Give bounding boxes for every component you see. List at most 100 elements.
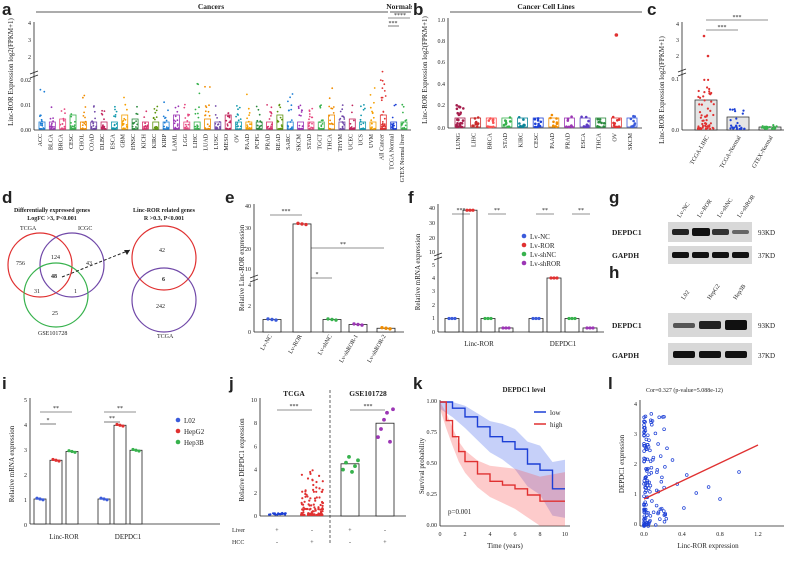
panel-a-point bbox=[101, 127, 104, 129]
panel-i-point bbox=[35, 496, 39, 500]
panel-c-ylabel: Linc-ROR Expression log2(FPKM+1) bbox=[658, 35, 666, 143]
panel-a-xtick: PCPG bbox=[255, 133, 261, 149]
panel-c-point bbox=[701, 119, 704, 122]
panel-a-point bbox=[372, 116, 375, 119]
panel-l-point bbox=[649, 465, 654, 470]
panel-a-point bbox=[301, 125, 304, 128]
panel-a-point bbox=[373, 101, 375, 104]
panel-a-point bbox=[381, 122, 384, 125]
panel-e-point bbox=[266, 317, 270, 321]
panel-a-point bbox=[401, 127, 404, 129]
panel-e-point bbox=[388, 327, 392, 331]
panel-d-title-right: Linc-ROR related genes bbox=[133, 208, 196, 214]
panel-l-point bbox=[670, 458, 675, 462]
panel-l-point bbox=[644, 503, 648, 507]
panel-a-box bbox=[338, 121, 346, 130]
panel-j-point bbox=[312, 503, 315, 506]
panel-a-sig: **** bbox=[394, 13, 406, 19]
panel-a-point bbox=[102, 124, 104, 126]
panel-j-ytick: 2 bbox=[254, 491, 257, 497]
panel-j-sign: - bbox=[349, 540, 351, 546]
panel-j-point bbox=[310, 513, 313, 516]
panel-a-point bbox=[402, 105, 405, 108]
panel-j-point bbox=[356, 458, 360, 463]
panel-a-point bbox=[237, 108, 239, 111]
panel-a-point bbox=[320, 104, 322, 106]
panel-e-point bbox=[356, 322, 360, 327]
panel-a-point bbox=[187, 114, 190, 117]
panel-a-point bbox=[126, 108, 128, 111]
panel-c-sig: *** bbox=[718, 25, 727, 31]
panel-a-box bbox=[328, 114, 336, 130]
panel-a-point bbox=[363, 104, 365, 106]
panel-j-point bbox=[311, 469, 314, 472]
panel-a-xtick: READ bbox=[276, 133, 282, 150]
panel-a-point bbox=[259, 125, 261, 128]
panel-a-point bbox=[297, 105, 300, 108]
panel-a-point bbox=[70, 115, 73, 118]
panel-c-point bbox=[774, 127, 777, 130]
panel-f-point bbox=[588, 326, 592, 330]
panel-a-ytick: 2 bbox=[28, 55, 31, 61]
panel-a-point bbox=[136, 105, 138, 108]
panel-b-point bbox=[508, 116, 512, 119]
panel-a-xtick: KIRP bbox=[162, 133, 168, 147]
panel-b-ytick: 0.6 bbox=[438, 60, 446, 66]
panel-b-ylabel: Linc-ROR Expression log2(FPKM+1) bbox=[421, 15, 429, 123]
panel-a-point bbox=[287, 109, 290, 112]
venn-count: 124 bbox=[51, 255, 60, 261]
panel-f-sig: ** bbox=[542, 208, 548, 214]
panel-l-annotation: Cor=0.327 (p-value=5.088e-12) bbox=[646, 387, 723, 394]
panel-f-legend-label: Lv-shROR bbox=[530, 260, 561, 268]
panel-b-chart: Linc-ROR Expression log2(FPKM+1) 1.0 0.8… bbox=[421, 2, 642, 150]
panel-a-point bbox=[270, 106, 273, 109]
panel-a-xtick: SARC bbox=[286, 134, 292, 150]
panel-a-point bbox=[379, 79, 382, 81]
panel-c-point bbox=[699, 127, 702, 130]
panel-a-point bbox=[208, 104, 210, 107]
panel-a-point bbox=[155, 109, 158, 112]
panel-a-point bbox=[381, 70, 384, 73]
panel-a-point bbox=[331, 87, 334, 90]
panel-l-point bbox=[682, 506, 686, 510]
panel-a-point bbox=[165, 119, 168, 122]
panel-a-box bbox=[400, 121, 408, 130]
panel-j-point bbox=[321, 501, 325, 505]
panel-b-xtick: LUNG bbox=[456, 132, 462, 149]
panel-l-point bbox=[648, 489, 652, 494]
panel-b-point bbox=[598, 120, 602, 124]
panel-j-point bbox=[312, 488, 315, 491]
panel-a-point bbox=[114, 105, 116, 108]
panel-a-xtick: LGG bbox=[183, 133, 189, 146]
panel-a-header-cancers: Cancers bbox=[198, 2, 224, 11]
panel-l-point bbox=[645, 522, 650, 526]
panel-j-point bbox=[274, 513, 277, 516]
panel-a-point bbox=[197, 83, 200, 86]
panel-a-header-normals: Normals bbox=[386, 2, 412, 11]
panel-a-point bbox=[381, 87, 384, 89]
panel-a-point bbox=[228, 121, 231, 124]
panel-j-point bbox=[306, 507, 309, 511]
panel-a-point bbox=[214, 114, 217, 116]
panel-l-point bbox=[645, 513, 649, 517]
panel-a-point bbox=[144, 122, 147, 125]
panel-i-point bbox=[102, 497, 106, 501]
panel-a-box bbox=[142, 121, 149, 130]
panel-j-point bbox=[341, 467, 345, 472]
panel-c-point bbox=[736, 121, 739, 125]
panel-a-point bbox=[84, 116, 86, 119]
panel-l-point bbox=[643, 516, 648, 520]
panel-a-point bbox=[341, 125, 344, 128]
panel-a-box bbox=[100, 121, 108, 130]
panel-a-box bbox=[276, 114, 284, 130]
panel-a-point bbox=[135, 126, 137, 128]
panel-l-point bbox=[662, 520, 667, 524]
panel-a-point bbox=[338, 119, 341, 121]
panel-b-xtick: KIRC bbox=[519, 133, 525, 147]
panel-a-xtick: TCGA Normal bbox=[390, 134, 396, 170]
panel-a-point bbox=[216, 117, 219, 119]
panel-f-legend-marker bbox=[521, 233, 527, 239]
panel-f-ytick: 2 bbox=[432, 303, 435, 309]
panel-c-point bbox=[707, 78, 710, 81]
panel-k-xtick: 6 bbox=[514, 532, 517, 538]
